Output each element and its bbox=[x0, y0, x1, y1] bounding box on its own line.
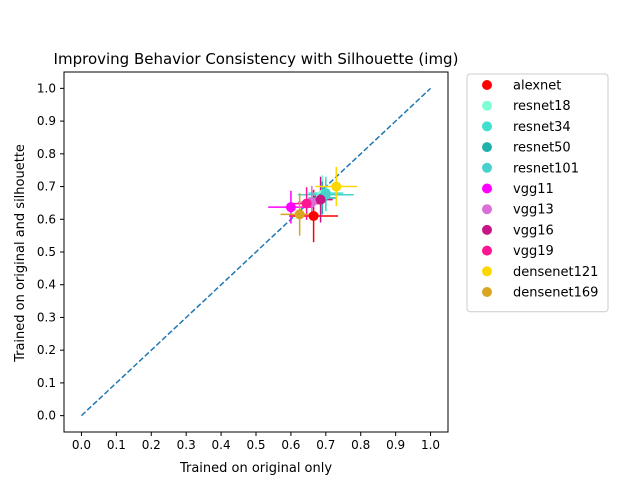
point-densenet121 bbox=[331, 181, 342, 192]
legend-marker-densenet121 bbox=[482, 266, 492, 277]
x-tick-label: 0.3 bbox=[177, 438, 196, 452]
legend-label-vgg16: vgg16 bbox=[513, 223, 554, 238]
x-tick-label: 0.9 bbox=[386, 438, 405, 452]
y-tick-label: 0.4 bbox=[37, 278, 56, 292]
x-tick-label: 0.0 bbox=[72, 438, 91, 452]
plot-area: 0.0 0.1 0.2 0.3 0.4 0.5 0.6 0.7 0.8 0.9 1.0 0.0 0.1 0… bbox=[37, 71, 449, 452]
y-tick-label: 0.3 bbox=[37, 310, 56, 324]
legend-label-vgg13: vgg13 bbox=[513, 203, 554, 218]
legend-marker-resnet50 bbox=[482, 142, 492, 153]
x-tick-label: 1.0 bbox=[421, 438, 440, 452]
x-axis-label: Trained on original only bbox=[179, 461, 332, 476]
x-tick-label: 0.8 bbox=[351, 438, 370, 452]
x-tick-label: 0.2 bbox=[142, 438, 161, 452]
legend-marker-alexnet bbox=[482, 80, 492, 90]
legend-label-resnet101: resnet101 bbox=[513, 161, 579, 176]
x-tick-label: 0.7 bbox=[316, 438, 335, 452]
legend-marker-vgg11 bbox=[482, 183, 492, 194]
y-tick-label: 0.7 bbox=[37, 180, 56, 194]
point-vgg19 bbox=[301, 198, 312, 209]
legend-marker-densenet169 bbox=[482, 287, 492, 297]
legend-label-vgg19: vgg19 bbox=[513, 244, 554, 259]
legend-label-alexnet: alexnet bbox=[513, 79, 561, 94]
x-tick-label: 0.6 bbox=[281, 438, 300, 452]
legend-label-densenet121: densenet121 bbox=[513, 265, 598, 280]
legend-frame bbox=[466, 73, 609, 313]
point-vgg11 bbox=[285, 202, 296, 213]
x-tick-label: 0.5 bbox=[246, 438, 265, 452]
point-densenet169 bbox=[294, 209, 305, 220]
legend-marker-resnet101 bbox=[482, 162, 492, 173]
y-axis-label: Trained on original and silhouette bbox=[13, 144, 28, 363]
legend-marker-resnet34 bbox=[482, 121, 492, 132]
y-tick-label: 0.5 bbox=[37, 245, 56, 259]
legend-marker-vgg13 bbox=[482, 204, 492, 215]
y-tick-label: 0.1 bbox=[37, 376, 56, 390]
y-tick-label: 0.6 bbox=[37, 212, 56, 226]
y-tick-label: 0.2 bbox=[37, 343, 56, 357]
legend-marker-vgg16 bbox=[482, 224, 492, 235]
legend-marker-vgg19 bbox=[482, 245, 492, 256]
y-tick-label: 0.8 bbox=[37, 147, 56, 161]
point-alexnet bbox=[308, 211, 319, 221]
y-tick-label: 0.9 bbox=[37, 114, 56, 128]
reference-line bbox=[80, 87, 432, 417]
legend-label-vgg11: vgg11 bbox=[513, 182, 554, 197]
y-tick-label: 1.0 bbox=[37, 81, 56, 95]
x-tick-label: 0.4 bbox=[212, 438, 231, 452]
y-tick-label: 0.0 bbox=[37, 409, 56, 423]
legend-label-resnet34: resnet34 bbox=[513, 120, 571, 135]
x-tick-label: 0.1 bbox=[107, 438, 126, 452]
chart-title: Improving Behavior Consistency with Silh… bbox=[54, 50, 459, 68]
legend-marker-resnet18 bbox=[482, 100, 492, 111]
legend-label-resnet50: resnet50 bbox=[513, 141, 571, 156]
legend-label-resnet18: resnet18 bbox=[513, 99, 571, 114]
legend: alexnet resnet18 resnet34 resnet50 resnet101… bbox=[466, 73, 609, 313]
legend-label-densenet169: densenet169 bbox=[513, 286, 598, 301]
point-vgg16 bbox=[315, 194, 326, 205]
